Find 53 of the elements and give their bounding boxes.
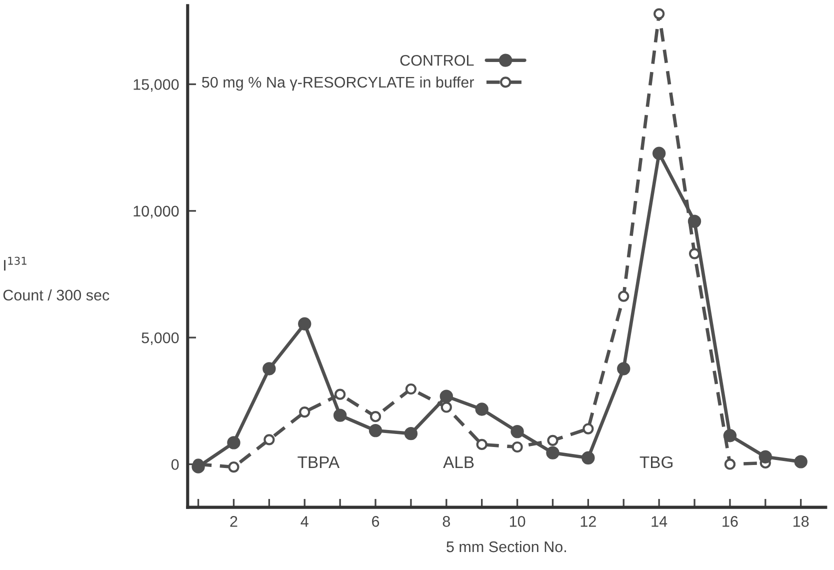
x-tick-label: 14 — [652, 516, 668, 527]
point — [227, 436, 240, 450]
point — [582, 451, 595, 464]
legend-label: CONTROL — [400, 54, 474, 66]
text: I$^{131}$ Count / 300 sec — [3, 256, 110, 301]
point — [652, 146, 666, 160]
x-tick-label: 16 — [722, 516, 738, 527]
x-tick-label: 10 — [510, 516, 526, 527]
point — [688, 248, 700, 260]
annotation: TBPA — [298, 456, 340, 468]
point — [654, 8, 665, 20]
point — [299, 406, 310, 418]
y-tick-label: 15,000 — [134, 79, 179, 92]
y-tick-label: 10,000 — [134, 206, 179, 218]
point — [475, 402, 488, 416]
point — [794, 455, 808, 468]
point — [618, 290, 630, 302]
point — [546, 446, 560, 460]
x-tick-label: 4 — [300, 516, 308, 527]
point — [192, 460, 205, 474]
point — [368, 424, 382, 438]
point — [298, 317, 312, 330]
point — [334, 388, 346, 400]
x-tick-label: 18 — [794, 516, 809, 527]
legend-label: 50 mg % Na γ-RESORCYLATE in buffer — [202, 76, 474, 91]
point — [512, 441, 523, 453]
point — [264, 434, 275, 446]
point — [440, 390, 453, 403]
x-tick-label: 6 — [372, 516, 380, 527]
point — [547, 434, 558, 446]
point — [404, 426, 418, 440]
point — [758, 450, 772, 464]
annotation: ALB — [443, 456, 474, 468]
point — [723, 429, 737, 442]
annotation: TBG — [640, 456, 672, 468]
point — [582, 423, 594, 434]
point — [510, 424, 524, 438]
point — [476, 438, 488, 450]
x-tick-label: 2 — [230, 516, 238, 527]
point — [228, 461, 240, 473]
point — [405, 383, 417, 395]
point — [688, 214, 702, 228]
point — [440, 402, 452, 413]
point — [370, 411, 382, 422]
x-tick-label: 8 — [442, 516, 450, 527]
y-tick-label: 0 — [171, 459, 179, 470]
y-tick-label: 5,000 — [142, 332, 179, 346]
x-axis-title: 5 mm Section No. — [446, 540, 566, 552]
point — [617, 362, 630, 376]
point — [724, 458, 736, 470]
point — [262, 362, 276, 376]
point — [333, 408, 347, 422]
x-tick-label: 12 — [580, 516, 596, 527]
